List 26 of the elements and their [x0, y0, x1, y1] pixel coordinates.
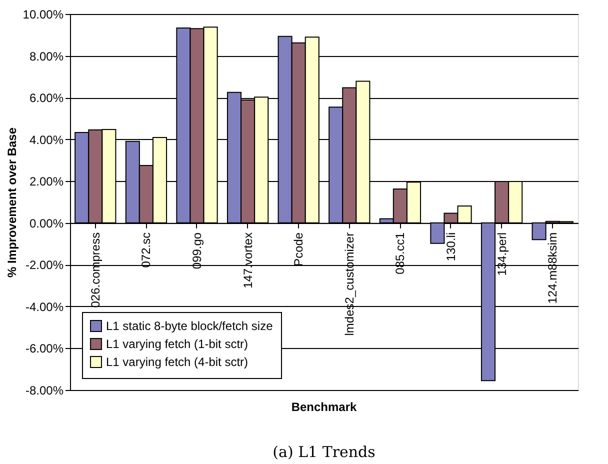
x-tick-label: 099.go — [190, 232, 204, 270]
y-tick-label: 10.00% — [22, 8, 64, 22]
x-tick-label: 072.sc — [139, 232, 154, 268]
x-tick-label: 124.m88ksim — [546, 232, 560, 304]
x-tick-label: lmdes2_customizer — [342, 232, 356, 336]
y-tick-label: 4.00% — [29, 132, 64, 147]
x-tick-label: 134.perl — [494, 232, 509, 276]
x-tick-label: 147.vortex — [240, 232, 255, 288]
x-tick-label: 130.li — [444, 232, 458, 262]
y-tick-label: 6.00% — [29, 91, 64, 106]
legend-label: L1 varying fetch (1-bit sctr) — [106, 337, 248, 351]
y-tick-label: 2.00% — [29, 174, 64, 189]
legend-label: L1 varying fetch (4-bit sctr) — [106, 355, 248, 369]
x-tick-label: 085.cc1 — [393, 232, 408, 274]
x-tick-label: Pcode — [292, 232, 306, 266]
y-tick-label: 0.00% — [29, 216, 64, 230]
y-axis-title: % Improvement over Base — [4, 127, 19, 278]
y-tick-label: -4.00% — [25, 300, 64, 314]
y-tick-label: -8.00% — [25, 384, 64, 398]
y-tick-label: -6.00% — [25, 342, 64, 356]
x-axis-title: Benchmark — [291, 400, 357, 414]
y-tick-label: -2.00% — [25, 258, 64, 272]
y-tick-label: 8.00% — [29, 49, 64, 64]
text: (a) L1 Trends — [272, 443, 376, 461]
x-tick-label: 026.compress — [88, 232, 102, 308]
legend-label: L1 static 8-byte block/fetch size — [106, 319, 274, 333]
